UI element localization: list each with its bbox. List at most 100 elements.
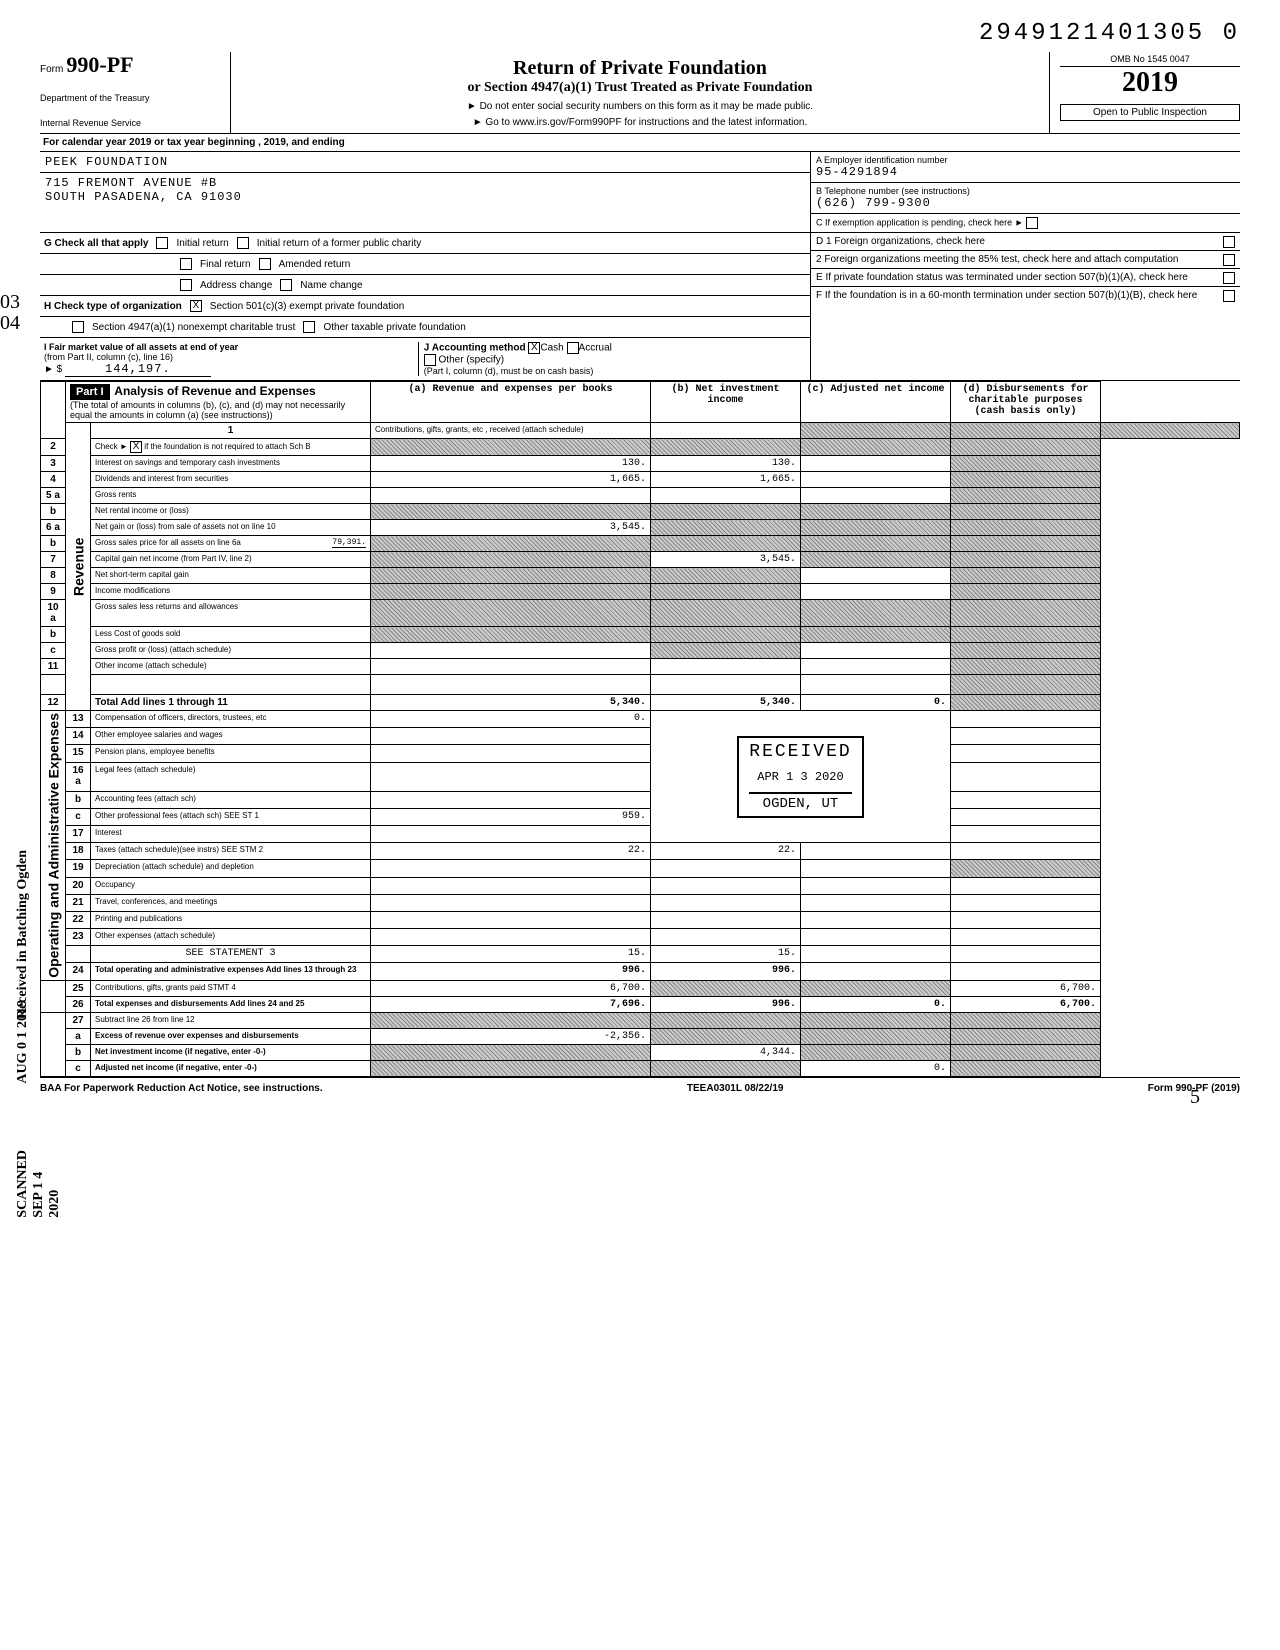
part1-table: Part I Analysis of Revenue and Expenses … <box>40 381 1240 1077</box>
initial-former-checkbox[interactable] <box>237 237 249 249</box>
4947-checkbox[interactable] <box>72 321 84 333</box>
received-stamp: RECEIVED <box>749 742 851 762</box>
stamp-date: APR 1 3 2020 <box>749 770 851 784</box>
table-row: 6 aNet gain or (loss) from sale of asset… <box>41 520 1240 536</box>
table-row: 10 aGross sales less returns and allowan… <box>41 600 1240 627</box>
table-row: 9Income modifications <box>41 584 1240 600</box>
name-change-checkbox[interactable] <box>280 279 292 291</box>
table-row: 4Dividends and interest from securities1… <box>41 472 1240 488</box>
phone-value: (626) 799-9300 <box>816 196 1235 210</box>
row-num: 27 <box>66 1012 91 1028</box>
table-row: cOther professional fees (attach sch) SE… <box>41 808 1240 825</box>
row-desc: Taxes (attach schedule)(see instrs) SEE … <box>91 843 371 860</box>
opt-501c3: Section 501(c)(3) exempt private foundat… <box>210 301 405 312</box>
ein-value: 95-4291894 <box>816 165 1235 179</box>
row-desc: Interest on savings and temporary cash i… <box>91 456 371 472</box>
form-title: Return of Private Foundation <box>241 57 1039 80</box>
table-row: 8Net short-term capital gain <box>41 568 1240 584</box>
expenses-label: Operating and Administrative Expenses <box>41 711 66 981</box>
row-desc: Dividends and interest from securities <box>91 472 371 488</box>
other-method-checkbox[interactable] <box>424 354 436 366</box>
note-url: ► Go to www.irs.gov/Form990PF for instru… <box>241 117 1039 128</box>
table-row: 23Other expenses (attach schedule) <box>41 929 1240 946</box>
other-taxable-checkbox[interactable] <box>303 321 315 333</box>
row-num: 18 <box>66 843 91 860</box>
row-num: 17 <box>66 825 91 842</box>
cell-val: 15. <box>371 946 651 963</box>
row-desc: Net short-term capital gain <box>91 568 371 584</box>
row-num: b <box>66 791 91 808</box>
row-desc: Occupancy <box>91 877 371 894</box>
section-f-label: F If the foundation is in a 60-month ter… <box>816 290 1197 301</box>
opt-4947: Section 4947(a)(1) nonexempt charitable … <box>92 322 295 333</box>
revenue-label: Revenue <box>66 423 91 711</box>
table-row: 15Pension plans, employee benefits <box>41 745 1240 762</box>
footer-mid: TEEA0301L 08/22/19 <box>687 1083 784 1094</box>
foreign-85-checkbox[interactable] <box>1223 254 1235 266</box>
opt-former: Initial return of a former public charit… <box>257 238 422 249</box>
row-num: b <box>66 1044 91 1060</box>
row-num: 13 <box>66 711 91 728</box>
row-desc: Net investment income (if negative, ente… <box>91 1044 371 1060</box>
row-num: c <box>66 1060 91 1076</box>
row-num: c <box>66 808 91 825</box>
cell-val: 22. <box>651 843 801 860</box>
table-row: bNet investment income (if negative, ent… <box>41 1044 1240 1060</box>
initial-return-checkbox[interactable] <box>156 237 168 249</box>
accrual-checkbox[interactable] <box>567 342 579 354</box>
sch-b-checkbox[interactable] <box>130 441 142 453</box>
row-num: 2 <box>41 439 66 456</box>
part1-header: Part I <box>70 384 110 400</box>
cell-val: 7,696. <box>371 996 651 1012</box>
section-c-checkbox[interactable] <box>1026 217 1038 229</box>
cell-val: 996. <box>651 996 801 1012</box>
row-num: 11 <box>41 659 66 675</box>
footer-left: BAA For Paperwork Reduction Act Notice, … <box>40 1083 323 1094</box>
phone-label: B Telephone number (see instructions) <box>816 186 1235 196</box>
table-row: 7Capital gain net income (from Part IV, … <box>41 552 1240 568</box>
table-row: 27Subtract line 26 from line 12 <box>41 1012 1240 1028</box>
col-a-header: (a) Revenue and expenses per books <box>371 382 651 423</box>
cash-checkbox[interactable] <box>528 342 540 354</box>
address-change-checkbox[interactable] <box>180 279 192 291</box>
table-row <box>41 675 1240 695</box>
row-num: b <box>41 627 66 643</box>
part1-desc: (The total of amounts in columns (b), (c… <box>70 400 366 420</box>
cell-val: 959. <box>371 808 651 825</box>
table-row: bAccounting fees (attach sch) <box>41 791 1240 808</box>
row-desc: Compensation of officers, directors, tru… <box>91 711 371 728</box>
row-desc: Less Cost of goods sold <box>91 627 371 643</box>
col-b-header: (b) Net investment income <box>651 382 801 423</box>
row-num: 12 <box>41 695 66 711</box>
amended-checkbox[interactable] <box>259 258 271 270</box>
row-num: 26 <box>66 996 91 1012</box>
row-desc: Adjusted net income (if negative, enter … <box>91 1060 371 1076</box>
col-d-header: (d) Disbursements for charitable purpose… <box>951 382 1101 423</box>
handwritten-03: 03 <box>0 291 20 314</box>
row-desc: Total operating and administrative expen… <box>91 963 371 980</box>
row-num: 19 <box>66 860 91 877</box>
foreign-org-checkbox[interactable] <box>1223 236 1235 248</box>
section-e-checkbox[interactable] <box>1223 272 1235 284</box>
tax-year: 2019 <box>1060 67 1240 99</box>
opt-final: Final return <box>200 259 251 270</box>
final-return-checkbox[interactable] <box>180 258 192 270</box>
row-num: 20 <box>66 877 91 894</box>
section-e-label: E If private foundation status was termi… <box>816 272 1188 283</box>
row-desc: Income modifications <box>91 584 371 600</box>
opt-name: Name change <box>300 280 362 291</box>
table-row: 3Interest on savings and temporary cash … <box>41 456 1240 472</box>
section-j-note: (Part I, column (d), must be on cash bas… <box>424 366 784 376</box>
row-num: 7 <box>41 552 66 568</box>
ein-label: A Employer identification number <box>816 155 1235 165</box>
section-g-label: G Check all that apply <box>44 238 148 249</box>
cell-val: 996. <box>651 963 801 980</box>
501c3-checkbox[interactable] <box>190 300 202 312</box>
inspection-label: Open to Public Inspection <box>1060 104 1240 121</box>
section-f-checkbox[interactable] <box>1223 290 1235 302</box>
opt-address: Address change <box>200 280 272 291</box>
table-row: 24Total operating and administrative exp… <box>41 963 1240 980</box>
table-row: Operating and Administrative Expenses 13… <box>41 711 1240 728</box>
row-desc: Interest <box>91 825 371 842</box>
part1-title: Analysis of Revenue and Expenses <box>112 382 317 400</box>
